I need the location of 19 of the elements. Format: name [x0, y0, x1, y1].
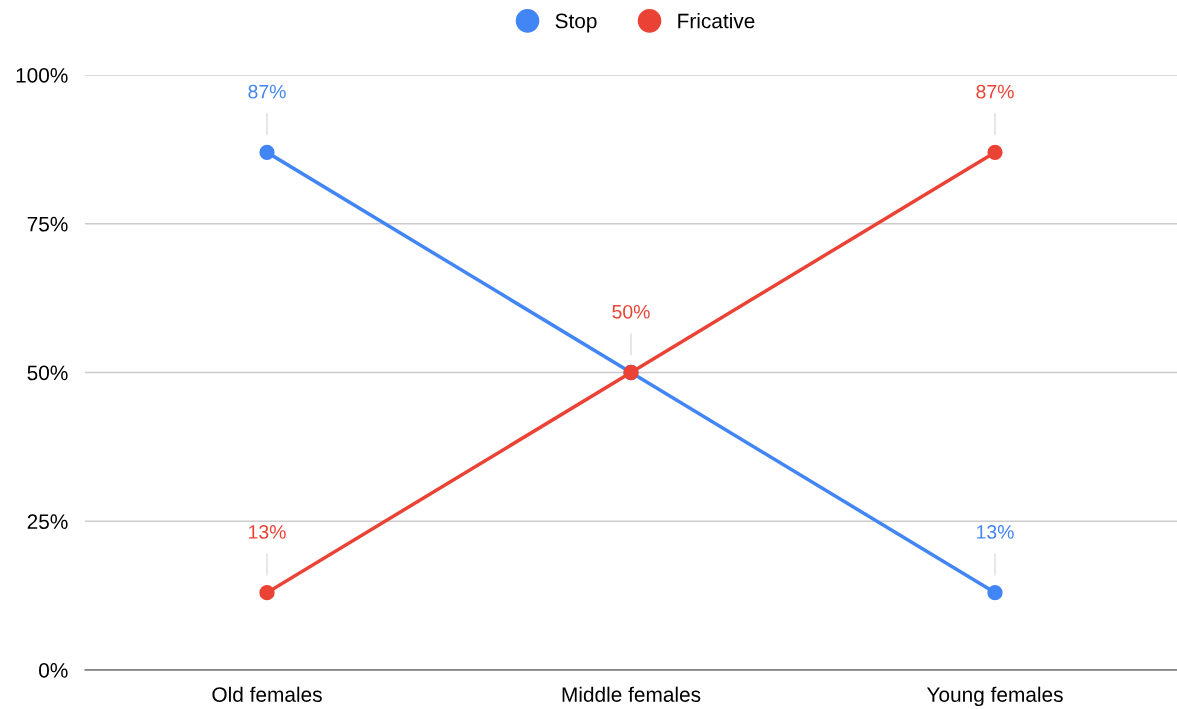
x-tick-label: Middle females	[562, 686, 701, 702]
y-tick-label: 0%	[39, 663, 68, 678]
data-label: 13%	[977, 525, 1014, 539]
data-label: 87%	[248, 84, 286, 99]
data-label: 87%	[976, 84, 1014, 99]
x-tick-label: Old females	[212, 686, 322, 702]
point	[987, 144, 1003, 160]
data-label: 13%	[249, 525, 286, 539]
legend-label: Stop	[555, 13, 597, 33]
y-tick-label: 75%	[27, 216, 68, 232]
point	[987, 585, 1003, 601]
point	[259, 144, 275, 160]
legend-label: Fricative	[678, 13, 755, 29]
y-tick-label: 25%	[27, 514, 68, 529]
point	[259, 585, 275, 601]
data-label: 50%	[612, 304, 650, 319]
y-tick-label: 100%	[16, 68, 68, 83]
y-tick-label: 50%	[27, 365, 68, 381]
x-tick-label: Young females	[926, 686, 1063, 707]
